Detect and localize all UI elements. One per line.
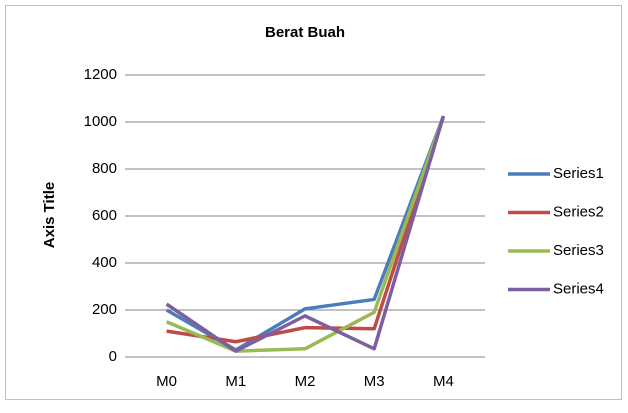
legend-label: Series1 — [553, 165, 604, 182]
y-tick-label: 200 — [92, 301, 117, 318]
legend-label: Series3 — [553, 242, 604, 259]
series-line — [165, 115, 446, 353]
y-tick-label: 600 — [92, 207, 117, 224]
x-tick-label: M2 — [295, 373, 316, 390]
y-axis-title: Axis Title — [41, 182, 58, 248]
x-tick-label: M3 — [364, 373, 385, 390]
chart-border — [5, 5, 622, 400]
y-tick-label: 400 — [92, 254, 117, 271]
y-tick-label: 0 — [109, 348, 117, 365]
chart-title: Berat Buah — [265, 24, 345, 41]
y-tick-label: 1200 — [84, 66, 117, 83]
series-line — [166, 115, 446, 344]
y-tick-label: 800 — [92, 160, 117, 177]
x-tick-label: M1 — [225, 373, 246, 390]
series-line — [165, 115, 446, 353]
legend-label: Series4 — [553, 280, 604, 297]
x-tick-label: M0 — [156, 373, 177, 390]
x-tick-label: M4 — [433, 373, 454, 390]
legend-label: Series2 — [553, 203, 604, 220]
y-tick-label: 1000 — [84, 113, 117, 130]
